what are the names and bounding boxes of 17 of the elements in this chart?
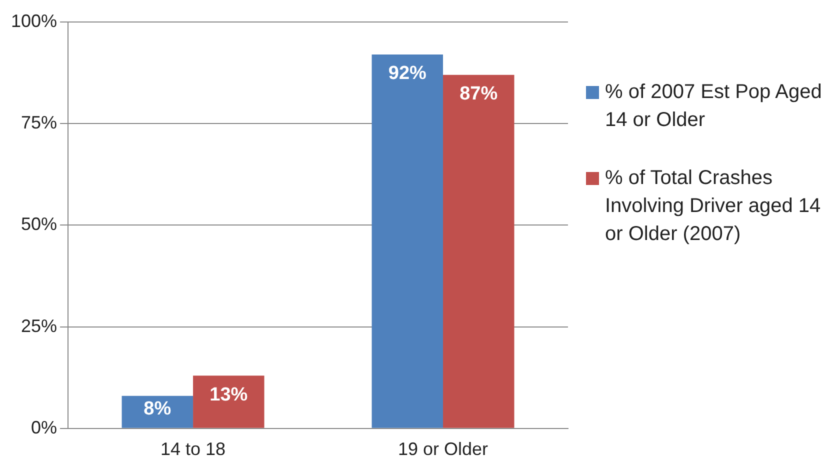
legend-label: % of 2007 Est Pop Aged 14 or Older — [605, 80, 823, 133]
bar — [122, 396, 194, 428]
data-label: 87% — [460, 84, 498, 105]
y-tick-label: 0% — [31, 417, 58, 438]
x-tick-label: 14 to 18 — [160, 439, 226, 460]
data-label: 8% — [144, 398, 172, 420]
legend-label: % of Total Crashes Involving Driver aged 14 or Older (2007) — [605, 166, 822, 247]
y-tick-label: 100% — [10, 10, 58, 31]
bar — [443, 74, 514, 428]
data-label: 13% — [210, 384, 248, 406]
bar — [193, 376, 264, 428]
y-tick-label: 25% — [21, 316, 58, 336]
bar — [372, 54, 444, 428]
y-tick-label: 50% — [21, 214, 58, 234]
y-tick-label: 75% — [21, 112, 58, 133]
data-label: 92% — [388, 63, 427, 84]
x-tick-label: 19 or Older — [398, 439, 488, 460]
